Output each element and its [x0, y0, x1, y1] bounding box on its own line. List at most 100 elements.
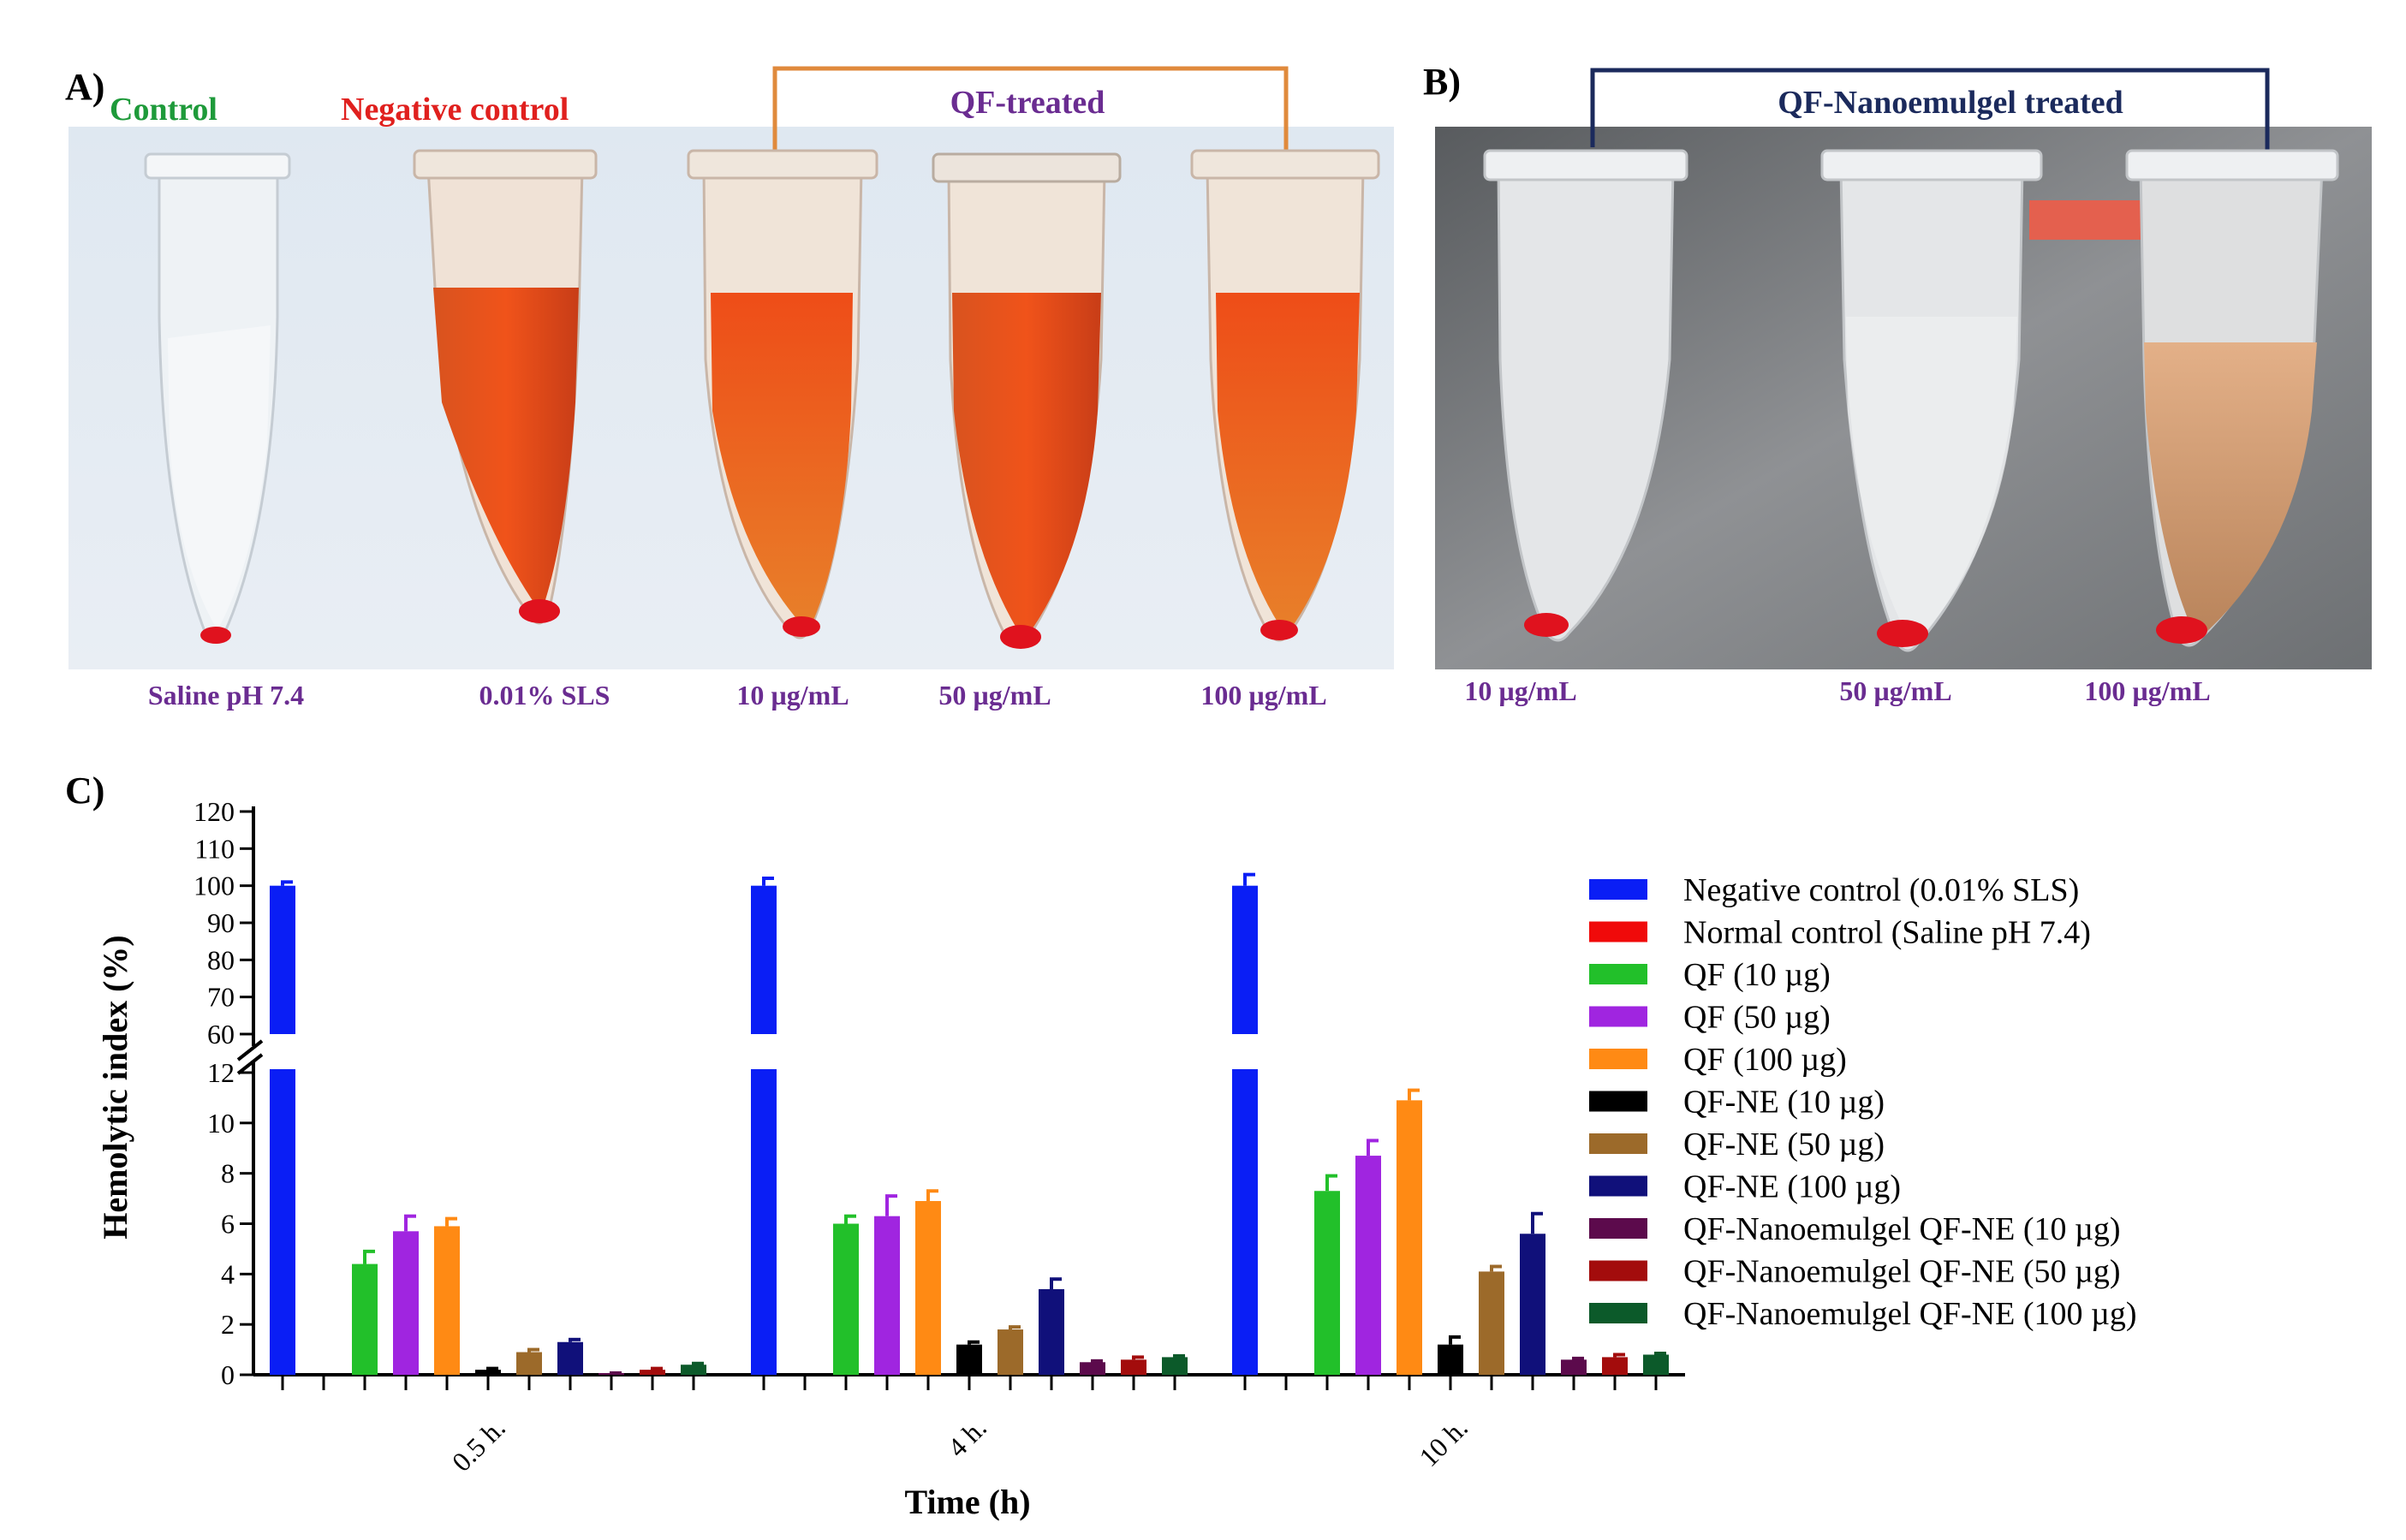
nanoemulgel-label-50: 50 µg/mL: [1839, 675, 1951, 706]
legend-label: QF-Nanoemulgel QF-NE (100 µg): [1683, 1296, 2137, 1332]
bar: [1643, 1354, 1669, 1375]
y-tick-label: 100: [194, 871, 235, 901]
legend-swatch: [1589, 1218, 1647, 1239]
qf-treated-header: QF-treated: [950, 85, 1105, 121]
qf-treated-bracket: [772, 66, 1289, 154]
bar: [270, 1069, 295, 1375]
bar: [1314, 1191, 1340, 1375]
panel-c-letter: C): [65, 770, 104, 812]
panel-b: B) QF-Nanoemulgel treated 10 µg/mL 50 µg…: [1423, 61, 2372, 706]
panel-c: C) 0 2 4 6 8 10 12 60 70 80 90 100 110 120 0.5 h. 4 h. 1…: [65, 770, 2137, 1521]
y-tick-label: 0: [221, 1359, 235, 1390]
x-category-label: 4 h.: [942, 1412, 992, 1462]
y-tick-label: 2: [221, 1309, 235, 1340]
bar: [681, 1365, 706, 1375]
legend-swatch: [1589, 1006, 1647, 1027]
x-axis-title: Time (h): [904, 1483, 1030, 1521]
hemolysis-bar-chart: 0 2 4 6 8 10 12 60 70 80 90 100 110 120 0.5 h. 4 h. 10 h…: [194, 796, 1685, 1478]
legend-label: QF-Nanoemulgel QF-NE (10 µg): [1683, 1211, 2121, 1247]
bar: [270, 885, 295, 1034]
bar: [1162, 1357, 1188, 1375]
bar: [1479, 1271, 1504, 1375]
y-tick-label: 10: [207, 1108, 235, 1139]
y-tick-label: 70: [207, 982, 235, 1013]
y-tick-label: 110: [194, 833, 235, 864]
tube-label-saline: Saline pH 7.4: [148, 680, 304, 711]
panel-a-letter: A): [65, 66, 104, 108]
tube-nanoemulgel-50: [1820, 149, 2043, 652]
legend-swatch: [1589, 1091, 1647, 1112]
y-tick-label: 4: [221, 1258, 235, 1289]
tube-label-qf-10: 10 µg/mL: [736, 680, 849, 711]
tube-label-sls: 0.01% SLS: [479, 680, 610, 711]
bar: [475, 1370, 501, 1375]
y-tick-label: 6: [221, 1209, 235, 1240]
bar: [1602, 1357, 1628, 1375]
bar: [751, 885, 777, 1034]
x-category-label: 10 h.: [1413, 1412, 1474, 1472]
legend-swatch: [1589, 879, 1647, 900]
bar: [393, 1231, 419, 1375]
bar: [751, 1069, 777, 1375]
bar: [352, 1264, 378, 1375]
control-header: Control: [110, 92, 217, 128]
bar: [516, 1352, 542, 1375]
bar: [874, 1216, 900, 1375]
bar: [1397, 1100, 1422, 1375]
legend-swatch: [1589, 1303, 1647, 1323]
tube-nanoemulgel-100: [2029, 149, 2339, 647]
y-tick-label: 12: [207, 1057, 235, 1088]
bar: [1232, 1069, 1258, 1375]
tube-qf-50: [932, 152, 1122, 649]
nanoemulgel-label-10: 10 µg/mL: [1464, 675, 1576, 706]
legend-swatch: [1589, 964, 1647, 984]
axis-break-mark: [236, 1053, 264, 1075]
legend-label: QF-NE (50 µg): [1683, 1127, 1885, 1162]
bar: [1561, 1359, 1587, 1375]
legend-swatch: [1589, 1175, 1647, 1197]
y-tick-label: 90: [207, 907, 235, 938]
tube-qf-100: [1190, 149, 1380, 642]
bar: [1039, 1288, 1064, 1375]
bar: [833, 1223, 859, 1375]
legend-label: QF (100 µg): [1683, 1042, 1847, 1078]
y-tick-label: 60: [207, 1019, 235, 1049]
bar: [1355, 1156, 1381, 1375]
legend-label: Normal control (Saline pH 7.4): [1683, 915, 2091, 951]
red-tape: [2029, 200, 2149, 240]
legend-label: QF-NE (100 µg): [1683, 1169, 1901, 1205]
axis-break-mark: [236, 1039, 264, 1061]
legend-label: QF (50 µg): [1683, 1000, 1831, 1036]
legend-swatch: [1589, 1049, 1647, 1069]
y-tick-label: 120: [194, 796, 235, 827]
legend-label: QF-NE (10 µg): [1683, 1085, 1885, 1121]
nanoemulgel-bracket: [1590, 68, 2270, 154]
panel-b-letter: B): [1423, 61, 1461, 103]
y-tick-label: 80: [207, 944, 235, 975]
legend-label: QF-Nanoemulgel QF-NE (50 µg): [1683, 1254, 2121, 1290]
bar: [915, 1201, 941, 1375]
x-category-label: 0.5 h.: [446, 1412, 511, 1477]
bar: [1080, 1362, 1105, 1375]
nanoemulgel-header: QF-Nanoemulgel treated: [1778, 85, 2123, 121]
bar: [640, 1370, 665, 1375]
bar: [434, 1226, 460, 1375]
bar: [1520, 1234, 1545, 1375]
chart-legend: Negative control (0.01% SLS) Normal contr…: [1589, 872, 2137, 1332]
tube-label-qf-50: 50 µg/mL: [938, 680, 1051, 711]
legend-label: Negative control (0.01% SLS): [1683, 872, 2079, 908]
bar: [1438, 1344, 1463, 1375]
tube-sls: [413, 149, 598, 625]
panel-a: A) Control Negative control QF-treated: [65, 66, 1394, 711]
bar: [998, 1329, 1023, 1375]
bar: [557, 1341, 583, 1375]
tube-qf-10: [687, 149, 878, 639]
legend-label: QF (10 µg): [1683, 957, 1831, 993]
legend-swatch: [1589, 1260, 1647, 1281]
tube-saline: [144, 152, 291, 644]
tube-nanoemulgel-10: [1483, 149, 1688, 642]
tube-label-qf-100: 100 µg/mL: [1200, 680, 1326, 711]
y-axis-title: Hemolytic index (%): [96, 935, 134, 1240]
bar: [1232, 885, 1258, 1034]
